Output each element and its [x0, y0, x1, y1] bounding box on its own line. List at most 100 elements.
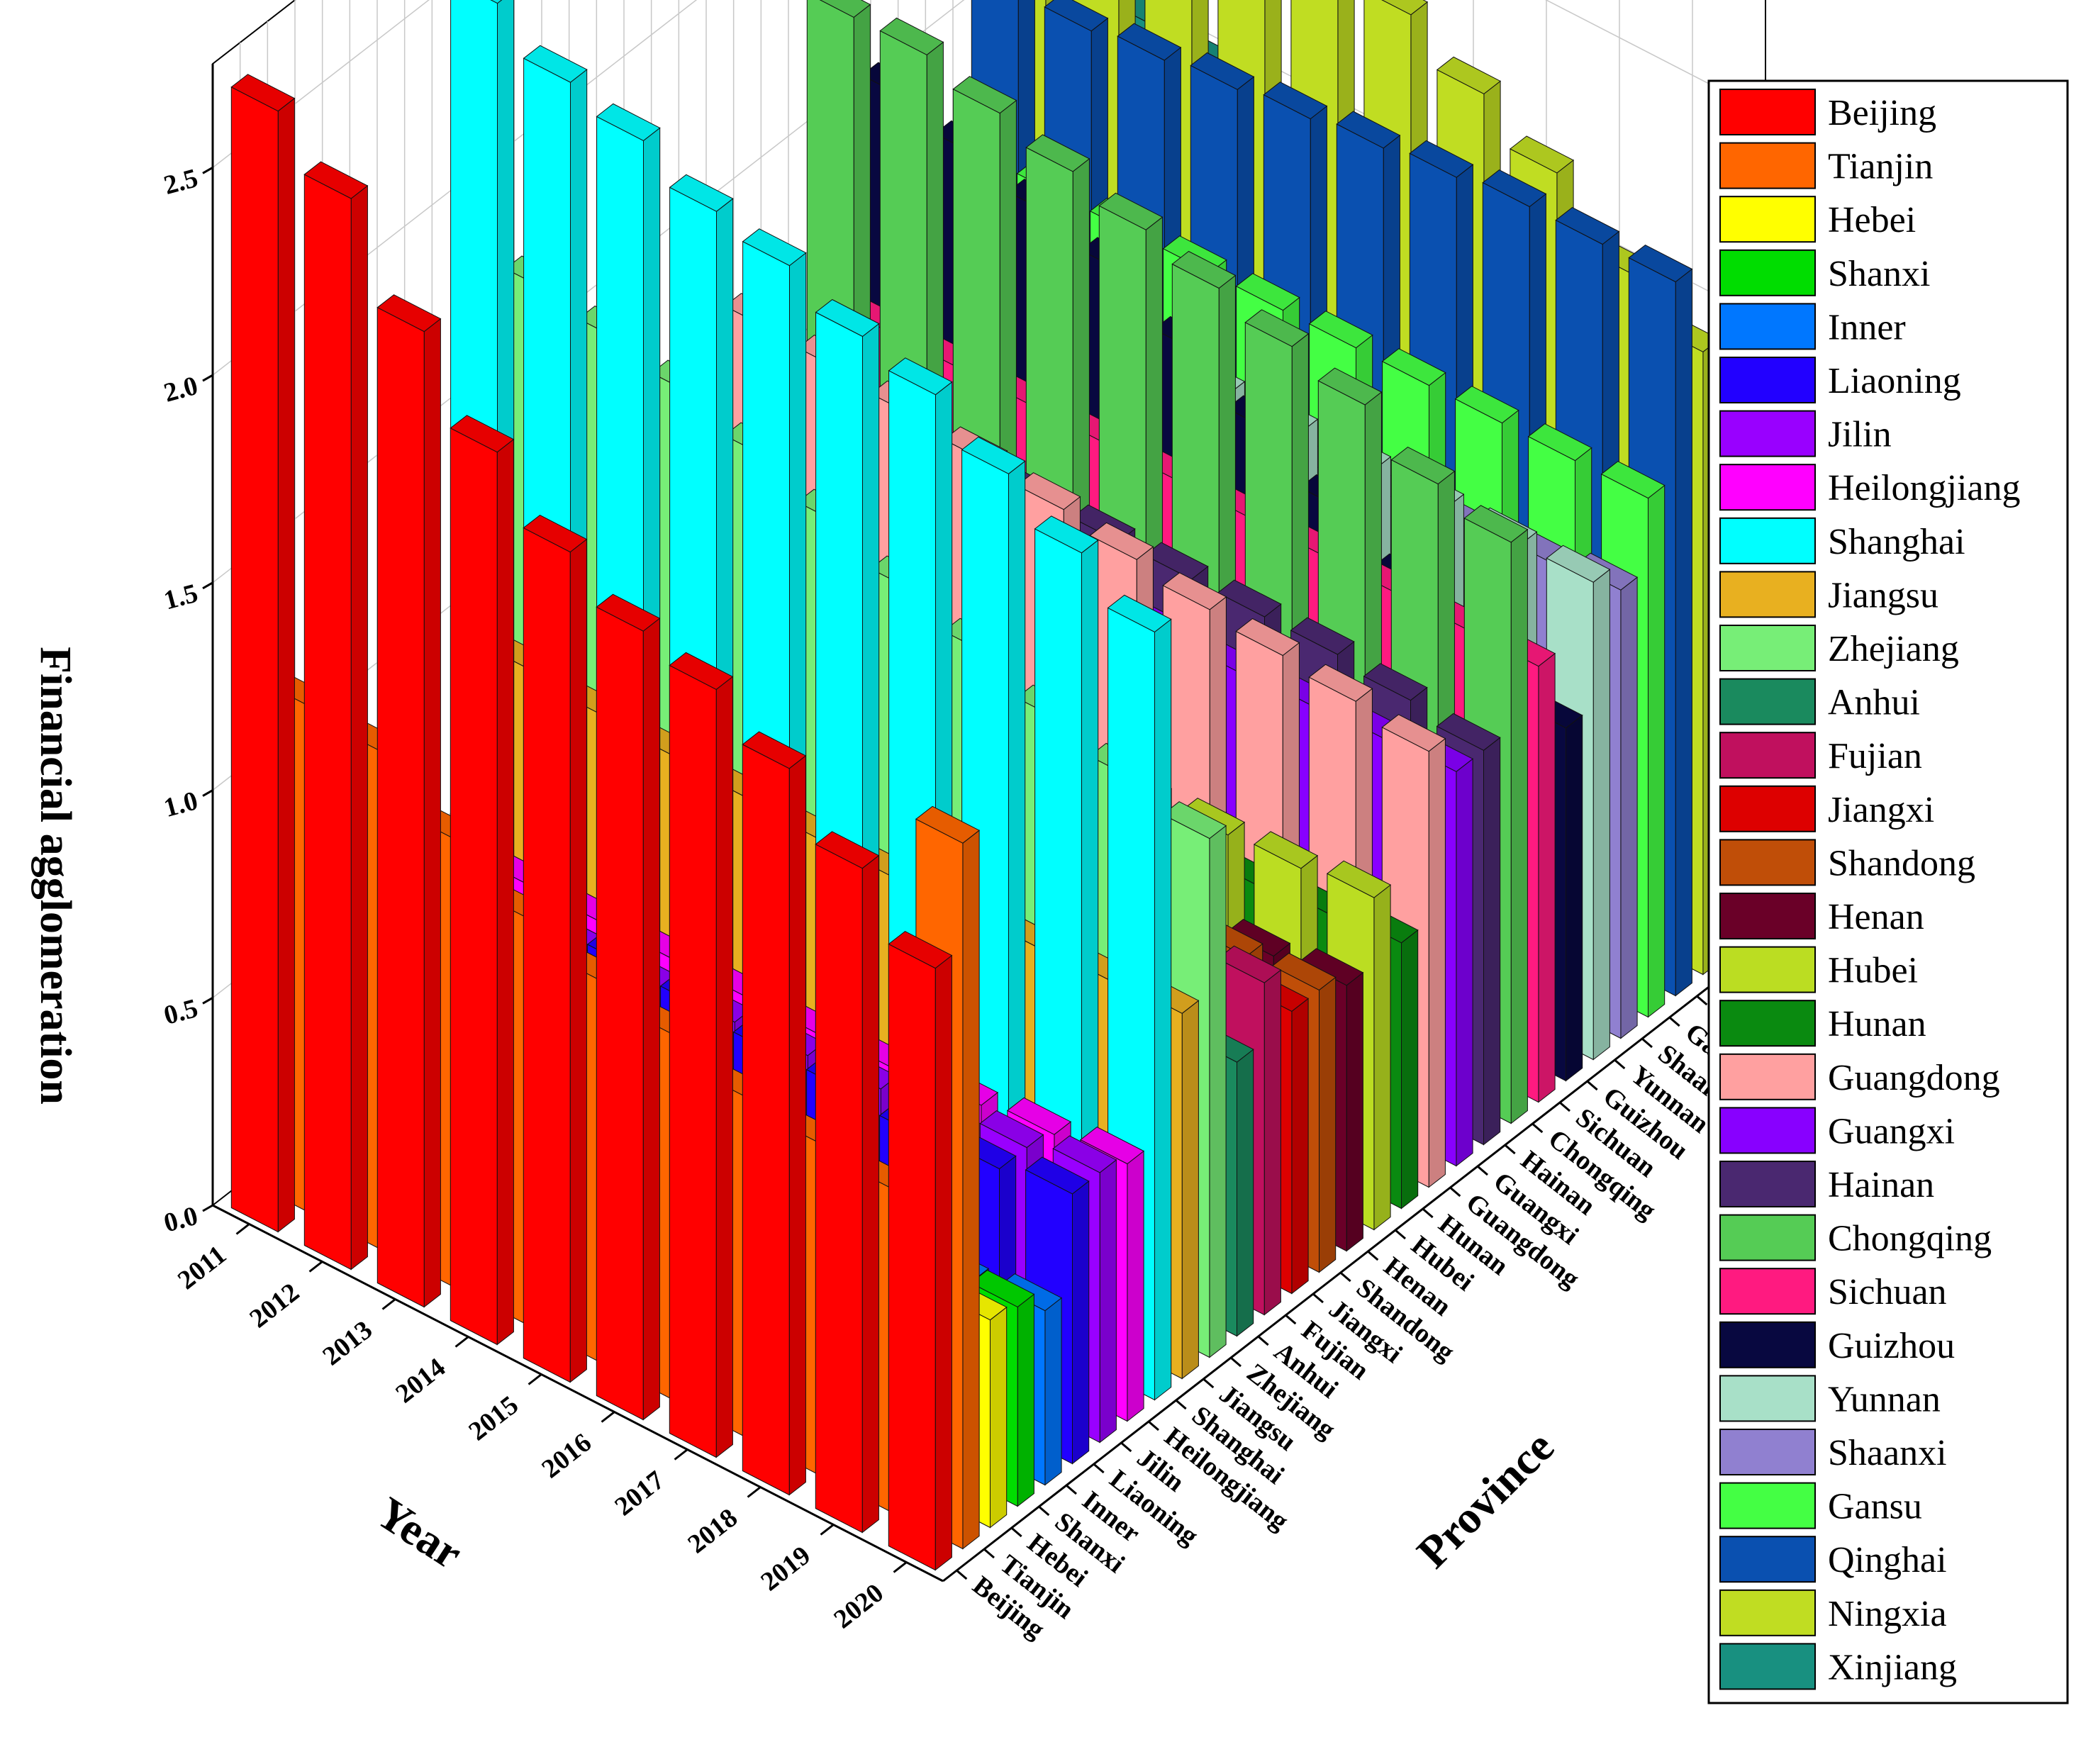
bar-face-front	[990, 1306, 1008, 1529]
province-tick	[1257, 1335, 1269, 1346]
bar-face-top	[815, 298, 880, 337]
legend-item: Ningxia	[1719, 1589, 1947, 1636]
province-tick	[1696, 995, 1708, 1006]
legend-label: Fujian	[1828, 736, 1922, 776]
legend-item: Shaanxi	[1719, 1429, 1947, 1475]
legend-label: Tianjin	[1828, 147, 1933, 187]
legend-swatch	[1719, 1053, 1816, 1100]
bar-face-side	[230, 86, 279, 1233]
legend-swatch	[1719, 839, 1816, 886]
legend-label: Shandong	[1828, 843, 1975, 883]
province-tick	[1285, 1314, 1297, 1325]
legend-swatch	[1719, 1375, 1816, 1422]
province-tick	[1559, 1101, 1570, 1112]
bar-face-top	[1308, 664, 1373, 702]
province-tick	[1339, 1271, 1351, 1283]
legend-label: Shanghai	[1828, 522, 1965, 562]
bar-face-front	[1401, 929, 1419, 1210]
bar-face-front	[935, 954, 952, 1571]
bar-face-top	[1436, 56, 1502, 94]
year-tick-label: 2011	[172, 1239, 232, 1295]
bar-face-front	[1127, 1150, 1144, 1422]
bar-face-front	[1237, 1049, 1254, 1337]
legend-label: Anhui	[1828, 683, 1920, 723]
year-tick	[381, 1298, 396, 1310]
legend-swatch	[1719, 893, 1816, 939]
year-tick-label: 2012	[244, 1277, 305, 1334]
z-tick	[202, 374, 213, 382]
bar-face-front	[423, 318, 441, 1308]
bar-face-top	[1381, 0, 1429, 16]
bar-face-top	[742, 731, 807, 769]
legend-item: Jilin	[1719, 410, 1892, 457]
year-tick-label: 2017	[609, 1465, 670, 1522]
year-tick	[747, 1486, 761, 1498]
legend-item: Hunan	[1719, 1000, 1926, 1047]
bar-face-front	[1263, 969, 1281, 1316]
bar-face-top	[1235, 273, 1300, 311]
legend-label: Hainan	[1828, 1165, 1934, 1205]
legend-item: Tianjin	[1719, 142, 1933, 189]
legend-swatch	[1719, 1000, 1816, 1047]
bar-face-top	[1162, 572, 1227, 610]
province-tick	[1367, 1250, 1379, 1261]
bar-face-top	[1016, 472, 1081, 510]
bar-face-top	[815, 831, 880, 869]
bar-face-top	[450, 415, 515, 453]
bar-face-top	[1326, 860, 1392, 898]
bar-face-top	[879, 17, 944, 55]
legend-item: Heilongjiang	[1719, 464, 2021, 511]
year-tick	[601, 1411, 615, 1423]
province-tick	[1148, 1420, 1159, 1431]
bar-face-front	[1346, 971, 1363, 1252]
year-tick	[528, 1373, 542, 1385]
legend-label: Beijing	[1828, 93, 1936, 133]
bar-face-front	[1538, 652, 1556, 1103]
bar-face-front	[1181, 1000, 1199, 1380]
bar-face-top	[1025, 134, 1090, 172]
bar-face-front	[1154, 618, 1172, 1401]
legend-label: Guangdong	[1828, 1058, 2000, 1098]
bar	[742, 731, 807, 1496]
legend-item: Hainan	[1719, 1161, 1934, 1207]
z-tick-label: 1.0	[161, 786, 201, 823]
bar-face-top	[669, 652, 734, 690]
bar-face-top	[523, 515, 588, 553]
bar-face-top	[1336, 111, 1401, 149]
province-tick	[1066, 1484, 1077, 1495]
axes	[202, 64, 1766, 1582]
bar-face-top	[596, 103, 661, 141]
bar-face-top	[1079, 1127, 1145, 1165]
bar-face-top	[1161, 801, 1227, 839]
bar-face-front	[962, 830, 980, 1550]
bar-face-top	[303, 161, 369, 199]
bar-face-front	[1017, 1293, 1034, 1507]
legend-swatch	[1719, 678, 1816, 725]
legend-swatch	[1719, 1429, 1816, 1475]
bar-face-top	[915, 805, 981, 844]
province-tick	[1668, 1016, 1680, 1027]
bar-face-front	[1675, 268, 1692, 997]
bar-face-side	[303, 174, 352, 1271]
bar-face-top	[952, 76, 1017, 114]
year-tick	[308, 1261, 323, 1273]
bar-face-front	[788, 754, 806, 1496]
bar-face-front	[1291, 998, 1309, 1295]
bar-face-side	[888, 943, 936, 1571]
legend-item: Hubei	[1719, 946, 1918, 993]
z-tick	[202, 996, 213, 1005]
bar-face-top	[1052, 1135, 1117, 1173]
legend-item: Jiangxi	[1719, 785, 1934, 832]
year-tick-label: 2018	[682, 1502, 743, 1559]
bar	[669, 652, 734, 1458]
legend-label: Chongqing	[1828, 1219, 1992, 1259]
province-tick	[1230, 1356, 1242, 1368]
province-tick	[1614, 1059, 1626, 1070]
z-tick-label: 2.0	[161, 371, 201, 408]
bar-face-top	[979, 1110, 1044, 1149]
bar	[230, 74, 296, 1233]
bar-face-top	[1107, 594, 1172, 632]
legend-item: Chongqing	[1719, 1214, 1992, 1261]
legend: Beijing Tianjin Hebei Shanxi Inner Liaoning Ji…	[1707, 79, 2069, 1704]
bar-face-top	[1381, 714, 1446, 752]
